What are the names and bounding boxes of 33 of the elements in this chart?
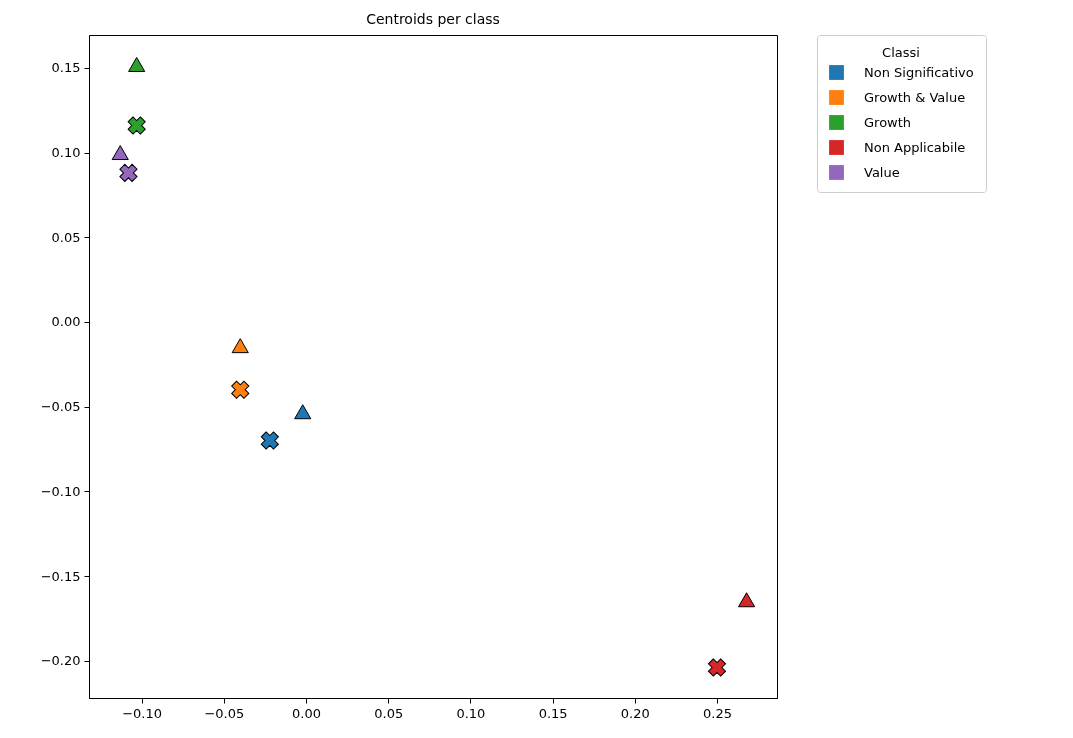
x-tick-label: 0.10 bbox=[456, 705, 486, 721]
y-tick-label: 0.10 bbox=[51, 145, 81, 161]
point bbox=[111, 145, 129, 161]
y-tick-label: 0.15 bbox=[51, 60, 81, 76]
x-tick-label: 0.20 bbox=[620, 705, 650, 721]
point bbox=[231, 338, 249, 354]
point bbox=[119, 163, 138, 182]
legend-label: Growth & Value bbox=[864, 89, 966, 105]
y-tick-label: 0.00 bbox=[51, 314, 81, 330]
legend-label: Value bbox=[864, 164, 900, 180]
legend-label: Growth bbox=[864, 114, 912, 130]
point bbox=[707, 658, 727, 677]
x-tick-label: −0.10 bbox=[122, 705, 163, 721]
y-tick-label: −0.05 bbox=[40, 399, 81, 415]
point bbox=[294, 404, 312, 420]
x-tick-label: −0.05 bbox=[204, 705, 245, 721]
point bbox=[260, 431, 279, 450]
legend-title: Classi bbox=[882, 45, 920, 60]
y-tick-label: −0.10 bbox=[40, 483, 81, 499]
point bbox=[128, 56, 146, 72]
x-tick-label: 0.05 bbox=[374, 705, 404, 721]
chart-title: Centroids per class bbox=[366, 10, 500, 27]
point bbox=[738, 592, 756, 608]
point bbox=[231, 380, 250, 399]
point bbox=[127, 116, 146, 135]
x-tick-label: 0.15 bbox=[538, 705, 568, 721]
x-tick-label: 0.00 bbox=[292, 705, 321, 721]
x-tick-label: 0.25 bbox=[703, 705, 732, 721]
y-tick-label: −0.20 bbox=[40, 653, 81, 669]
y-tick-label: −0.15 bbox=[40, 568, 81, 584]
legend-label: Non Applicabile bbox=[864, 139, 966, 155]
legend-label: Non Significativo bbox=[864, 64, 974, 80]
y-tick-label: 0.05 bbox=[51, 229, 81, 245]
